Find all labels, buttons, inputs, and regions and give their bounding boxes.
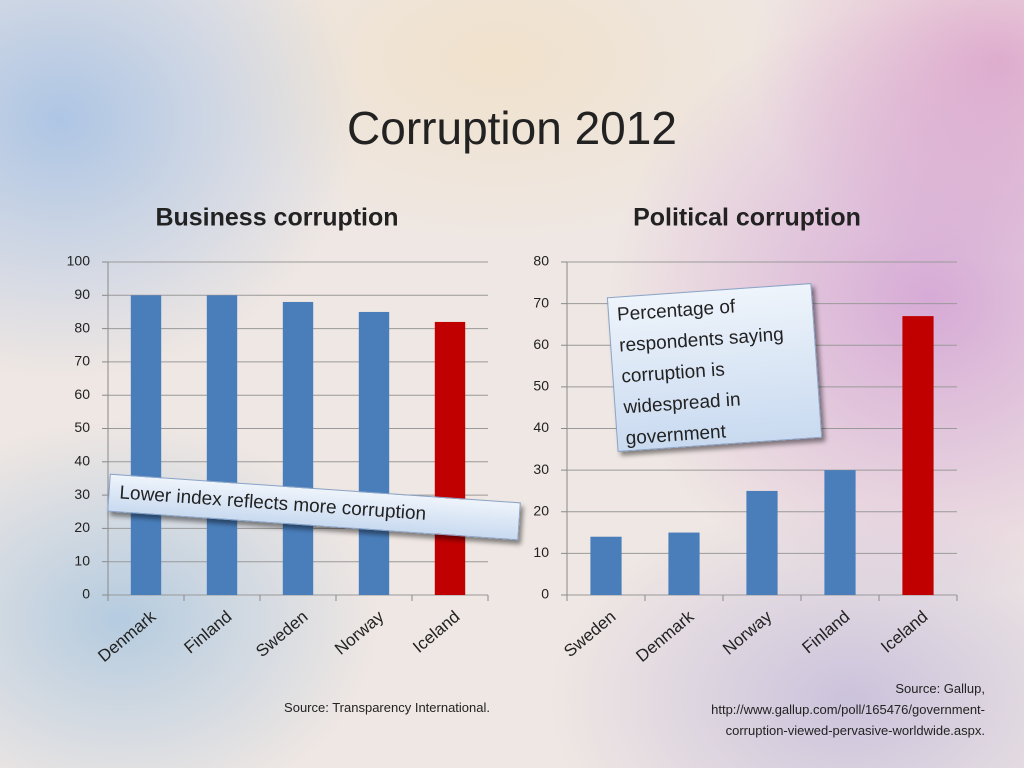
y-tick-label: 50 <box>74 419 90 435</box>
bar <box>746 490 778 595</box>
source-line: Source: Gallup, <box>895 681 985 696</box>
x-tick-label: Sweden <box>560 607 619 661</box>
y-tick-label: 10 <box>533 544 549 560</box>
source: Source: Gallup, http://www.gallup.com/pol… <box>560 678 985 741</box>
y-tick-label: 70 <box>74 353 90 369</box>
y-tick-label: 80 <box>74 319 90 335</box>
bar <box>282 301 314 595</box>
y-tick-label: 20 <box>74 519 90 535</box>
source-line: http://www.gallup.com/poll/165476/govern… <box>711 702 985 717</box>
y-tick-label: 30 <box>533 461 549 477</box>
x-tick-label: Iceland <box>409 607 463 657</box>
source: Source: Transparency International. <box>200 697 490 718</box>
y-tick-label: 0 <box>541 586 549 602</box>
x-tick-label: Denmark <box>94 607 159 666</box>
source-line: corruption-viewed-pervasive-worldwide.as… <box>725 723 985 738</box>
bar <box>824 470 856 595</box>
bar <box>902 316 934 595</box>
bar <box>668 532 700 595</box>
y-tick-label: 70 <box>533 294 549 310</box>
y-tick-label: 20 <box>533 502 549 518</box>
y-tick-label: 100 <box>67 253 91 269</box>
y-tick-label: 60 <box>533 336 549 352</box>
bar <box>206 295 238 595</box>
y-tick-label: 30 <box>74 486 90 502</box>
x-tick-label: Denmark <box>632 607 697 666</box>
y-tick-label: 50 <box>533 378 549 394</box>
y-tick-label: 40 <box>533 419 549 435</box>
y-tick-label: 60 <box>74 386 90 402</box>
bar <box>130 295 162 595</box>
bar <box>590 536 622 595</box>
y-tick-label: 40 <box>74 453 90 469</box>
y-tick-label: 0 <box>82 586 90 602</box>
x-tick-label: Sweden <box>252 607 311 661</box>
bar <box>358 311 390 595</box>
x-tick-label: Norway <box>331 607 388 659</box>
chart-title: Political corruption <box>633 204 861 232</box>
y-tick-label: 10 <box>74 552 90 568</box>
x-tick-label: Finland <box>181 607 236 657</box>
x-tick-label: Norway <box>719 607 776 659</box>
bar <box>434 321 466 595</box>
x-tick-label: Finland <box>799 607 854 657</box>
y-tick-label: 90 <box>74 286 90 302</box>
source-line: Source: Transparency International. <box>284 700 490 715</box>
annotation: Percentage of respondents saying corrupt… <box>606 283 823 452</box>
slide-title: Corruption 2012 <box>347 102 677 154</box>
chart-title: Business corruption <box>155 204 398 232</box>
x-tick-label: Iceland <box>877 607 931 657</box>
y-tick-label: 80 <box>533 253 549 269</box>
